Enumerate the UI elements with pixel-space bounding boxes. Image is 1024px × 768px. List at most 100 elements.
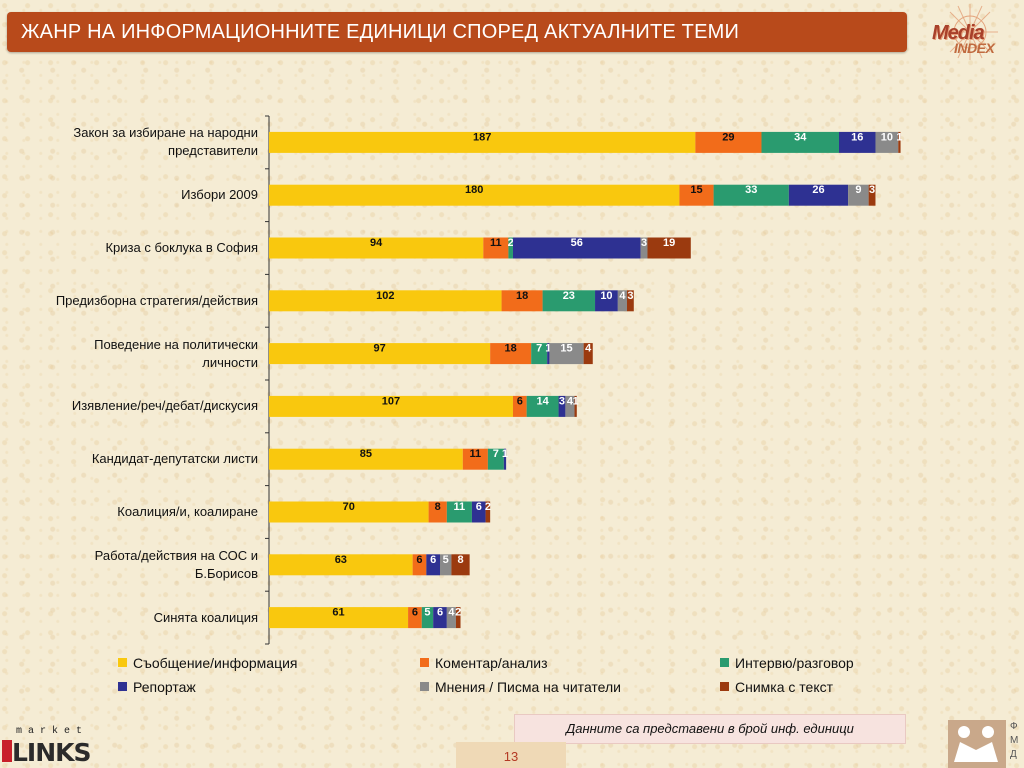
data-label: 2 xyxy=(508,237,514,249)
bar-segment xyxy=(839,131,876,153)
bar-segment xyxy=(485,501,491,523)
bar-segment xyxy=(508,237,513,259)
bar-segment xyxy=(269,131,696,153)
category-label: Работа/действия на СОС и Б.Борисов xyxy=(94,547,258,581)
bar-segment xyxy=(713,184,789,206)
category-label: Поведение на политически личности xyxy=(94,336,258,370)
category-label: Криза с боклука в София xyxy=(105,240,258,255)
data-label: 107 xyxy=(382,395,400,407)
bar-segment xyxy=(412,554,427,576)
data-note: Данните са представени в брой инф. едини… xyxy=(514,714,906,744)
bar-segment xyxy=(761,131,839,153)
bar-segment xyxy=(269,448,463,470)
data-label: 8 xyxy=(435,501,441,513)
data-label: 63 xyxy=(335,554,347,566)
bar-segment xyxy=(574,395,577,417)
bar-segment xyxy=(875,131,899,153)
data-label: 11 xyxy=(454,501,466,513)
legend-swatch xyxy=(720,682,729,691)
legend-item: Съобщение/информация xyxy=(118,655,298,671)
bar-segment xyxy=(501,290,543,312)
page-title: ЖАНР НА ИНФОРМАЦИОННИТЕ ЕДИНИЦИ СПОРЕД А… xyxy=(21,21,740,43)
data-label: 2 xyxy=(485,501,491,513)
title-bar: ЖАНР НА ИНФОРМАЦИОННИТЕ ЕДИНИЦИ СПОРЕД А… xyxy=(7,12,907,52)
data-label: 85 xyxy=(360,448,372,460)
legend-swatch xyxy=(118,682,127,691)
bar-segment xyxy=(428,501,447,523)
bar-segment xyxy=(446,501,472,523)
data-label: 2 xyxy=(455,607,461,619)
data-label: 9 xyxy=(855,184,861,196)
data-label: 6 xyxy=(416,554,422,566)
data-label: 6 xyxy=(517,395,523,407)
data-label: 7 xyxy=(536,343,542,355)
bar-segment xyxy=(595,290,618,312)
bar-segment xyxy=(462,448,488,470)
data-label: 61 xyxy=(332,607,344,619)
data-label: 70 xyxy=(343,501,355,513)
data-label: 6 xyxy=(430,554,436,566)
bar-segment xyxy=(788,184,849,206)
category-label: Синята коалиция xyxy=(153,609,258,625)
data-label: 15 xyxy=(560,343,572,355)
bar-segment xyxy=(512,395,527,417)
data-label: 1 xyxy=(896,131,902,143)
data-label: 4 xyxy=(619,290,626,302)
bar-segment xyxy=(421,607,434,629)
bar-segment xyxy=(565,395,575,417)
data-label: 29 xyxy=(722,131,734,143)
bar-segment xyxy=(547,343,550,365)
bar-segment xyxy=(487,448,504,470)
bar-segment xyxy=(269,554,413,576)
data-label: 8 xyxy=(457,554,463,566)
data-label: 11 xyxy=(490,237,502,249)
legend-item: Интервю/разговор xyxy=(720,655,854,671)
legend-item: Коментар/анализ xyxy=(420,655,548,671)
bar-segment xyxy=(626,290,634,312)
fmd-logo: ФМД xyxy=(944,718,1024,768)
bar-segment xyxy=(269,343,491,365)
legend-label: Интервю/разговор xyxy=(735,655,854,671)
bar-segment xyxy=(269,501,429,523)
data-label: 1 xyxy=(545,343,551,355)
legend-label: Коментар/анализ xyxy=(435,655,548,671)
data-label: 1 xyxy=(573,395,579,407)
bar-segment xyxy=(446,607,456,629)
legend-label: Мнения / Писма на читатели xyxy=(435,679,621,695)
bar-segment xyxy=(868,184,876,206)
data-label: 11 xyxy=(470,448,482,460)
data-label: 10 xyxy=(881,131,893,143)
data-label: 4 xyxy=(567,395,574,407)
data-label: 15 xyxy=(690,184,702,196)
data-label: 26 xyxy=(812,184,824,196)
sunburst-icon xyxy=(942,4,998,60)
bar-segment xyxy=(269,237,484,259)
data-label: 3 xyxy=(641,237,647,249)
bar-segment xyxy=(558,395,566,417)
bar-segment xyxy=(455,607,461,629)
data-label: 3 xyxy=(627,290,633,302)
bar-segment xyxy=(848,184,869,206)
data-label: 6 xyxy=(412,607,418,619)
data-label: 4 xyxy=(448,607,455,619)
bar-segment xyxy=(490,343,532,365)
data-label: 6 xyxy=(476,501,482,513)
data-label: 6 xyxy=(437,607,443,619)
category-label: Кандидат-депутатски листи xyxy=(91,451,258,467)
data-label: 18 xyxy=(516,290,528,302)
red-bar-icon xyxy=(2,740,12,762)
fmd-figures-icon xyxy=(948,720,1006,768)
bar-segment xyxy=(269,607,409,629)
legend-swatch xyxy=(720,658,729,667)
data-label: 180 xyxy=(465,184,483,196)
data-label: 97 xyxy=(373,343,385,355)
data-label: 5 xyxy=(424,607,430,619)
data-label: 102 xyxy=(376,290,394,302)
legend-swatch xyxy=(118,658,127,667)
bar-segment xyxy=(679,184,714,206)
page-number: 13 xyxy=(456,742,566,768)
data-label: 34 xyxy=(794,131,807,143)
bar-segment xyxy=(647,237,691,259)
bar-segment xyxy=(269,290,502,312)
data-label: 14 xyxy=(536,395,549,407)
